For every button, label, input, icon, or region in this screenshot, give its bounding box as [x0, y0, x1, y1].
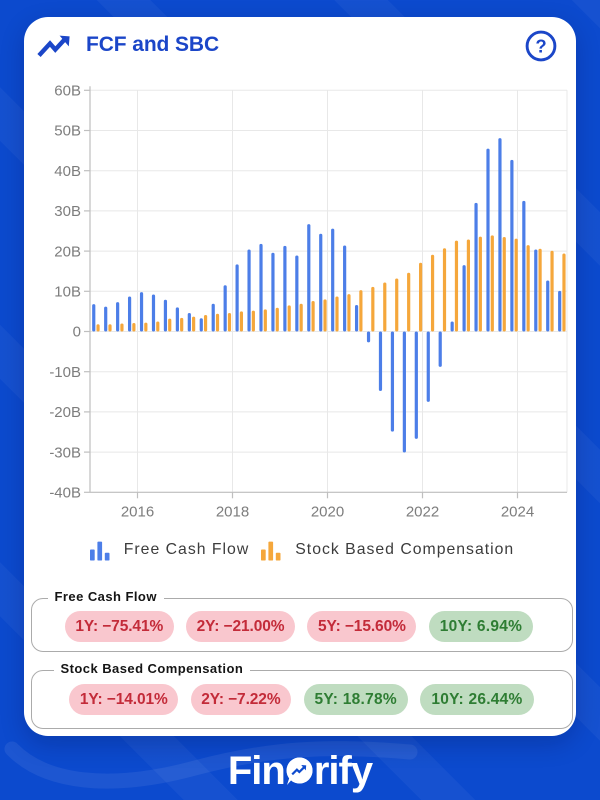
svg-text:20B: 20B: [54, 243, 81, 260]
svg-text:60B: 60B: [54, 83, 81, 100]
svg-text:2016: 2016: [121, 503, 154, 520]
svg-text:-20B: -20B: [49, 404, 81, 421]
svg-text:2022: 2022: [406, 503, 439, 520]
svg-text:0: 0: [73, 324, 81, 341]
svg-text:-40B: -40B: [49, 485, 81, 502]
svg-text:40B: 40B: [54, 163, 81, 180]
svg-text:30B: 30B: [54, 203, 81, 220]
svg-text:2020: 2020: [311, 503, 344, 520]
svg-text:?: ?: [535, 36, 546, 57]
svg-text:50B: 50B: [54, 123, 81, 140]
svg-text:2018: 2018: [216, 503, 249, 520]
svg-text:10B: 10B: [54, 284, 81, 301]
svg-text:-30B: -30B: [49, 444, 81, 461]
svg-text:2024: 2024: [501, 503, 534, 520]
svg-text:-10B: -10B: [49, 364, 81, 381]
